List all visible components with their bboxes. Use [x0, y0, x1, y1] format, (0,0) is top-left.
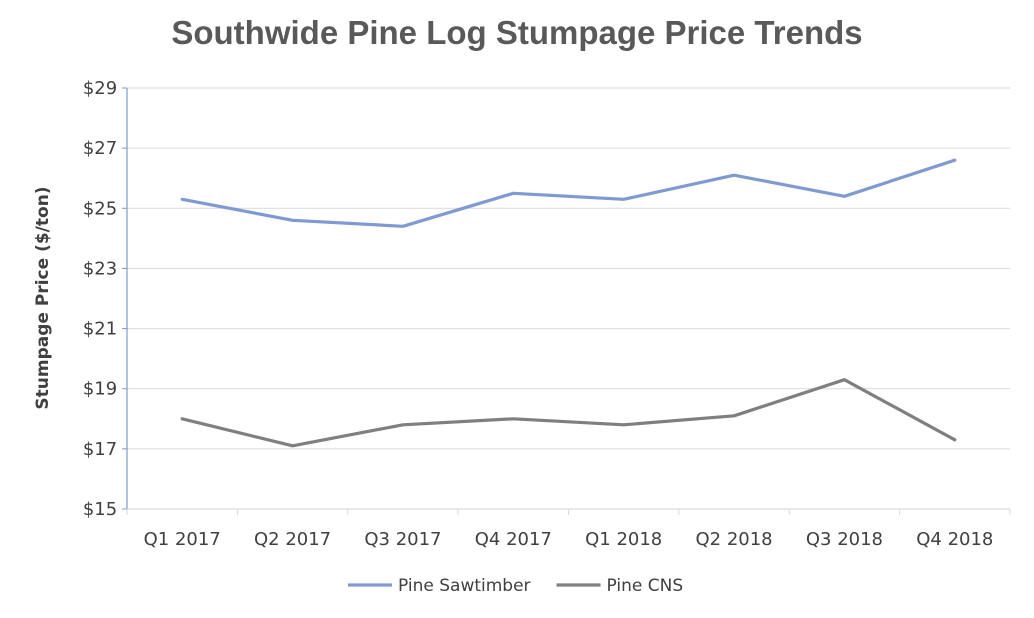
legend-label: Pine CNS: [607, 576, 684, 596]
y-tick-labels: $15 $17 $19 $21 $23 $25 $27 $29: [83, 78, 117, 520]
y-tick-label: $27: [83, 138, 117, 159]
y-tick-label: $17: [83, 439, 117, 460]
series-line: [180, 158, 957, 228]
x-tick-label: Q1 2017: [144, 529, 221, 550]
x-tick-label: Q3 2018: [806, 529, 883, 550]
gridlines: [127, 87, 1010, 450]
legend: Pine Sawtimber Pine CNS: [348, 576, 683, 596]
y-axis-label: Stumpage Price ($/ton): [33, 186, 53, 409]
chart-title: Southwide Pine Log Stumpage Price Trends: [171, 14, 863, 51]
x-tick-label: Q2 2018: [695, 529, 772, 550]
y-tick-label: $25: [83, 198, 117, 219]
y-tick-label: $23: [83, 258, 117, 279]
axes: [122, 87, 1011, 515]
x-tick-label: Q4 2017: [475, 529, 552, 550]
y-tick-label: $21: [83, 319, 117, 340]
x-tick-labels: Q1 2017 Q2 2017 Q3 2017 Q4 2017 Q1 2018 Q2 20…: [144, 529, 994, 550]
x-tick-label: Q2 2017: [254, 529, 331, 550]
y-tick-label: $19: [83, 379, 117, 400]
y-tick-label: $29: [83, 78, 117, 99]
series-line: [180, 378, 957, 448]
x-tick-label: Q3 2017: [364, 529, 441, 550]
series-lines: [180, 158, 957, 448]
x-tick-label: Q4 2018: [916, 529, 993, 550]
y-tick-label: $15: [83, 499, 117, 520]
x-tick-label: Q1 2018: [585, 529, 662, 550]
legend-label: Pine Sawtimber: [398, 576, 531, 596]
